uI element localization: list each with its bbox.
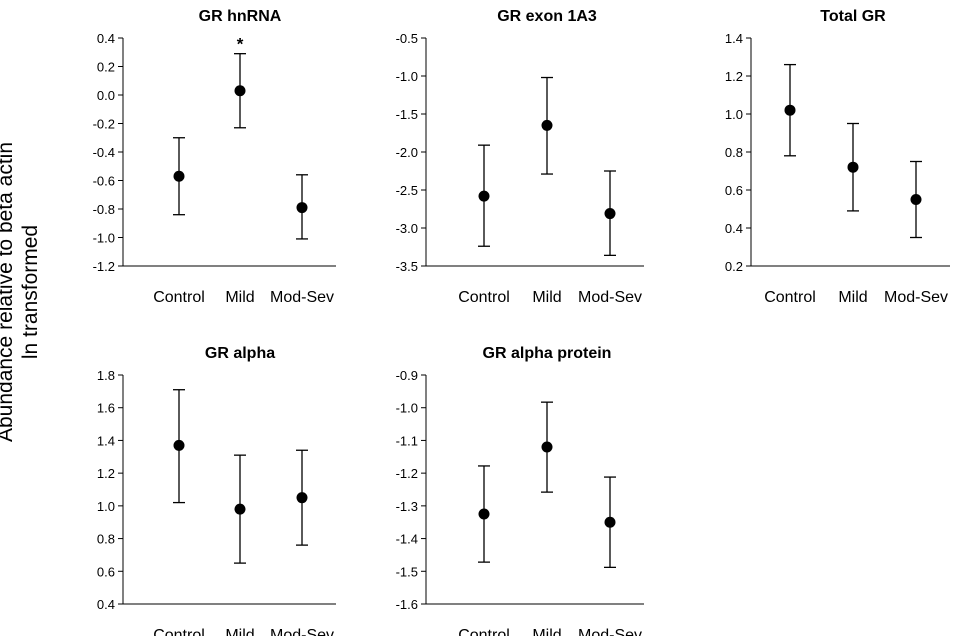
y-tick-label: 0.6 bbox=[725, 183, 743, 198]
x-tick-label: Control bbox=[153, 289, 205, 306]
data-point bbox=[604, 516, 616, 528]
x-tick-label: Control bbox=[153, 627, 205, 636]
data-point bbox=[173, 439, 185, 451]
y-tick-label: -1.0 bbox=[396, 69, 418, 84]
panel-title: GR hnRNA bbox=[199, 8, 282, 25]
y-tick-label: 1.4 bbox=[97, 433, 115, 448]
x-tick-label: Control bbox=[458, 627, 510, 636]
x-tick-label: Control bbox=[458, 289, 510, 306]
data-point bbox=[784, 104, 796, 116]
data-point bbox=[234, 85, 246, 97]
y-tick-label: 1.6 bbox=[97, 401, 115, 416]
panel-1: GR hnRNA 0.4 0.2 0.0 -0.2 -0.4 -0.6 -0.8 -1.0 -1.… bbox=[93, 8, 336, 306]
panel-title: GR alpha protein bbox=[483, 345, 612, 362]
data-point bbox=[296, 492, 308, 504]
y-tick-label: 1.4 bbox=[725, 31, 743, 46]
x-tick-label: Mild bbox=[532, 627, 561, 636]
y-tick-label: -2.5 bbox=[396, 183, 418, 198]
y-tick-label: -1.0 bbox=[93, 231, 115, 246]
panel-3: Total GR 1.4 1.2 1.0 0.8 0.6 0.4 0.2 Control Mild… bbox=[725, 8, 950, 306]
data-point bbox=[910, 194, 922, 205]
y-tick-label: -1.5 bbox=[396, 564, 418, 579]
y-tick-label: -1.3 bbox=[396, 499, 418, 514]
data-point bbox=[604, 208, 616, 220]
x-tick-label: Mod-Sev bbox=[270, 289, 334, 306]
x-tick-label: Mild bbox=[225, 289, 254, 306]
y-tick-label: 1.2 bbox=[97, 466, 115, 481]
y-tick-label: 0.8 bbox=[97, 532, 115, 547]
x-tick-label: Mild bbox=[532, 289, 561, 306]
y-tick-label: 0.2 bbox=[97, 60, 115, 75]
x-tick-label: Mild bbox=[225, 627, 254, 636]
y-tick-label: -1.1 bbox=[396, 433, 418, 448]
panel-5: GR alpha protein -0.9 -1.0 -1.1 -1.2 -1.3 -1.4… bbox=[396, 345, 644, 636]
y-tick-label: -2.0 bbox=[396, 145, 418, 160]
data-point bbox=[296, 202, 308, 214]
data-point bbox=[478, 190, 490, 202]
y-tick-label: 0.0 bbox=[97, 88, 115, 103]
y-tick-label: 1.2 bbox=[725, 69, 743, 84]
y-tick-label: -0.6 bbox=[93, 174, 115, 189]
y-tick-label: -1.2 bbox=[93, 259, 115, 274]
data-point bbox=[541, 119, 553, 131]
y-tick-label: 0.4 bbox=[725, 221, 743, 236]
y-tick-label: -1.6 bbox=[396, 597, 418, 612]
data-point bbox=[541, 441, 553, 453]
panel-title: Total GR bbox=[820, 8, 886, 25]
y-tick-label: 1.0 bbox=[97, 499, 115, 514]
y-tick-label: -0.8 bbox=[93, 202, 115, 217]
y-tick-label: -0.2 bbox=[93, 117, 115, 132]
x-tick-label: Mod-Sev bbox=[578, 289, 642, 306]
x-tick-label: Mild bbox=[838, 289, 867, 306]
y-tick-label: 0.2 bbox=[725, 259, 743, 274]
x-tick-label: Mod-Sev bbox=[578, 627, 642, 636]
data-point bbox=[478, 508, 490, 520]
data-point bbox=[234, 503, 246, 515]
data-point bbox=[847, 161, 859, 173]
panel-4: GR alpha 1.8 1.6 1.4 1.2 1.0 0.8 0.6 0.4 Control M… bbox=[97, 345, 336, 636]
y-tick-label: 0.4 bbox=[97, 597, 115, 612]
y-tick-label: -0.4 bbox=[93, 145, 115, 160]
y-tick-label: -1.2 bbox=[396, 466, 418, 481]
x-tick-label: Control bbox=[764, 289, 816, 306]
y-tick-label: 1.8 bbox=[97, 368, 115, 383]
x-tick-label: Mod-Sev bbox=[270, 627, 334, 636]
panel-title: GR alpha bbox=[205, 345, 275, 362]
panel-title: GR exon 1A3 bbox=[497, 8, 597, 25]
y-tick-label: -0.9 bbox=[396, 368, 418, 383]
data-point bbox=[173, 170, 185, 182]
y-tick-label: -0.5 bbox=[396, 31, 418, 46]
significance-annotation: * bbox=[237, 35, 244, 54]
y-tick-label: 0.4 bbox=[97, 31, 115, 46]
panel-2: GR exon 1A3 -0.5 -1.0 -1.5 -2.0 -2.5 -3.0 -3.5 C… bbox=[396, 8, 644, 306]
y-tick-label: -3.5 bbox=[396, 259, 418, 274]
y-tick-label: 1.0 bbox=[725, 107, 743, 122]
y-tick-label: -1.4 bbox=[396, 532, 418, 547]
y-tick-label: -3.0 bbox=[396, 221, 418, 236]
x-tick-label: Mod-Sev bbox=[884, 289, 948, 306]
y-tick-label: 0.6 bbox=[97, 564, 115, 579]
y-tick-label: 0.8 bbox=[725, 145, 743, 160]
y-tick-label: -1.0 bbox=[396, 401, 418, 416]
y-tick-label: -1.5 bbox=[396, 107, 418, 122]
